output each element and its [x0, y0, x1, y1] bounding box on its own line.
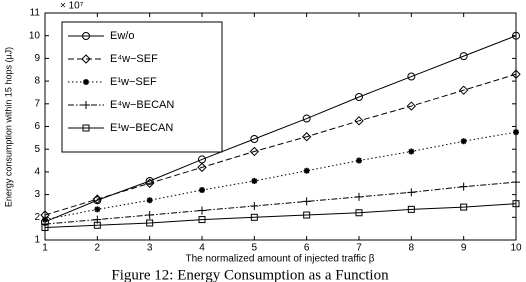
marker [459, 182, 468, 191]
x-tick-label: 9 [461, 243, 467, 254]
x-tick-label: 4 [199, 243, 205, 254]
series-line [44, 181, 517, 225]
series-line [44, 35, 517, 223]
legend-label: Ew/o [110, 30, 134, 42]
marker [355, 92, 363, 101]
legend-label: E¹w−BECAN [110, 122, 173, 134]
marker [251, 177, 258, 184]
x-tick-label: 2 [95, 243, 101, 254]
x-tick-label: 8 [409, 243, 415, 254]
marker [408, 148, 415, 155]
marker [407, 205, 415, 213]
legend-label: E⁴w−BECAN [110, 99, 174, 111]
marker [145, 176, 154, 185]
marker [407, 188, 416, 197]
marker [250, 213, 258, 221]
marker [41, 224, 49, 232]
marker [146, 197, 153, 204]
marker [512, 178, 520, 187]
marker [198, 216, 206, 224]
y-tick-label: 10 [29, 30, 41, 41]
legend-label: E⁴w−SEF [110, 53, 158, 65]
marker [513, 129, 519, 136]
marker [512, 31, 520, 40]
marker [460, 138, 467, 145]
marker [355, 192, 363, 201]
marker [42, 216, 48, 223]
marker [458, 85, 469, 95]
marker [301, 132, 312, 142]
marker [249, 146, 260, 157]
marker [355, 209, 363, 217]
y-tick-label: 4 [34, 167, 40, 178]
marker [94, 206, 101, 213]
marker [406, 101, 417, 111]
marker [145, 211, 154, 220]
y-axis-label: Energy consumption within 15 hops (μJ) [3, 47, 13, 207]
marker [81, 54, 91, 64]
marker [303, 167, 310, 174]
marker [407, 72, 416, 81]
marker [83, 79, 89, 85]
marker [460, 203, 468, 211]
marker [199, 187, 205, 194]
y-tick-label: 3 [34, 189, 40, 200]
marker [146, 219, 154, 227]
x-tick-label: 10 [510, 243, 522, 254]
x-tick-label: 5 [252, 243, 258, 254]
marker [250, 134, 259, 143]
marker [93, 221, 101, 229]
marker [354, 116, 364, 126]
series-line [44, 73, 517, 216]
x-tick-label: 7 [356, 243, 362, 254]
y-tick-label: 9 [34, 53, 40, 64]
marker [82, 32, 90, 40]
y-tick-label: 2 [34, 212, 40, 223]
y-multiplier: × 10⁷ [60, 1, 84, 12]
x-tick-label: 6 [304, 243, 310, 254]
marker [92, 194, 103, 204]
y-tick-label: 11 [30, 8, 41, 19]
marker [356, 157, 362, 164]
series-line [44, 203, 517, 229]
x-axis-label: The normalized amount of injected traffi… [186, 254, 375, 265]
marker [302, 197, 311, 206]
marker [82, 101, 90, 109]
marker [459, 52, 468, 61]
caption: Figure 12: Energy Consumption as a Funct… [111, 267, 389, 282]
marker [511, 69, 521, 79]
legend-label: E¹w−SEF [110, 76, 157, 88]
y-tick-label: 1 [34, 235, 40, 246]
marker [197, 162, 207, 173]
marker [303, 211, 311, 219]
marker [82, 124, 90, 132]
x-tick-label: 1 [42, 243, 48, 254]
marker [250, 201, 259, 210]
y-tick-label: 7 [34, 98, 40, 109]
y-tick-label: 8 [34, 76, 40, 87]
marker [512, 200, 520, 208]
marker [144, 178, 155, 188]
y-tick-label: 6 [34, 121, 40, 132]
y-tick-label: 5 [34, 144, 40, 155]
marker [302, 114, 311, 123]
x-tick-label: 3 [147, 243, 153, 254]
marker [198, 206, 206, 215]
